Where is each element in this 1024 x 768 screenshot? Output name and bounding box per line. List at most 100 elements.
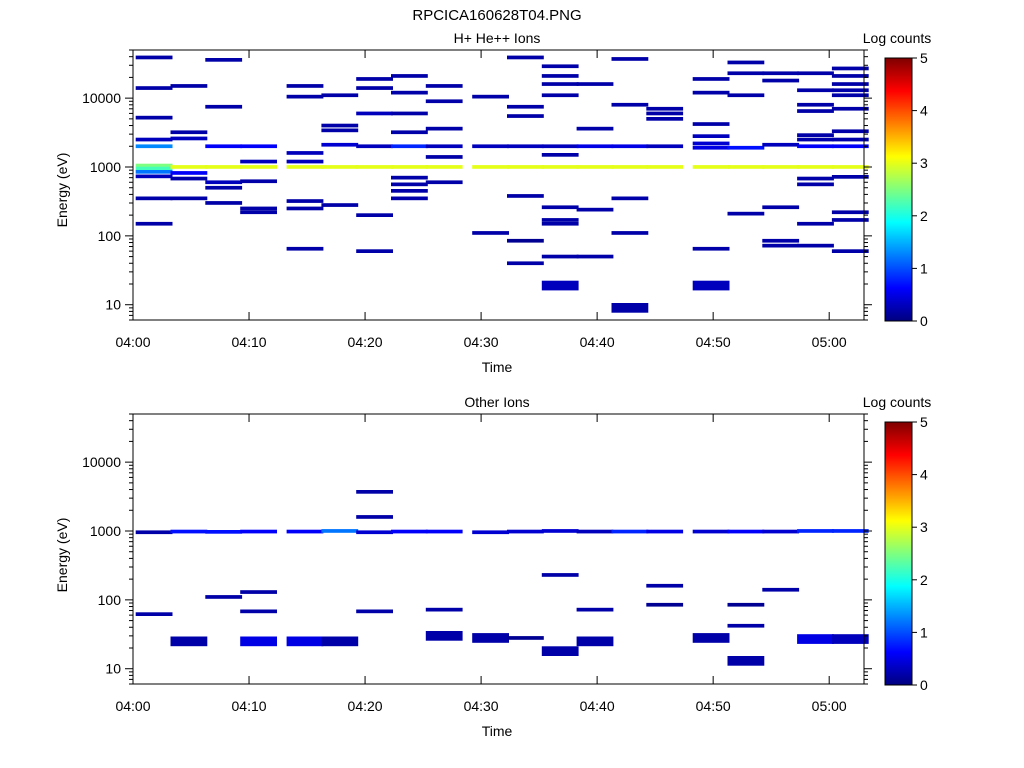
panel-title: H+ He++ Ions	[454, 30, 541, 46]
heatmap-cell	[240, 590, 277, 594]
x-ticks: 04:00 04:10 04:20 04:30 04:40 04:50 05:00	[115, 50, 847, 350]
heatmap-cell	[611, 196, 649, 201]
heatmap-cell	[797, 176, 834, 181]
colorbar-ticks: 0 1 2 3 4 5	[912, 50, 928, 329]
heatmap-cell	[576, 607, 614, 612]
heatmap-cell	[425, 144, 463, 149]
heatmap-cell	[425, 99, 463, 104]
heatmap-cell	[646, 165, 684, 169]
heatmap-cell	[541, 529, 579, 533]
heatmap-cell	[576, 254, 614, 259]
colorbar-tick-label: 1	[920, 260, 928, 276]
heatmap-cell	[472, 231, 509, 235]
heatmap-cell	[692, 77, 730, 81]
heatmap-cell	[576, 165, 614, 169]
heatmap-cell	[286, 529, 324, 534]
heatmap-cell	[797, 71, 834, 76]
x-tick-label: 04:00	[115, 698, 150, 714]
heatmap-cell	[541, 93, 579, 98]
heatmap-cell	[391, 165, 428, 169]
heatmap-cell	[576, 636, 614, 647]
heatmap-cell	[425, 529, 463, 534]
heatmap-cell	[727, 211, 765, 216]
heatmap-cell	[797, 243, 834, 248]
x-tick-label: 04:40	[580, 698, 615, 714]
heatmap-cell	[170, 136, 208, 141]
heatmap-cell	[831, 218, 869, 222]
heatmap-cell	[762, 587, 800, 592]
heatmap-cell	[391, 144, 428, 149]
heatmap-cell	[797, 133, 834, 137]
x-tick-label: 04:30	[464, 698, 499, 714]
heatmap-cell	[205, 201, 243, 205]
heatmap-cell	[831, 82, 869, 86]
heatmap-cell	[425, 155, 463, 159]
heatmap-cell	[391, 90, 428, 95]
y-axis-label: Energy (eV)	[54, 153, 70, 228]
heatmap-cell	[135, 174, 173, 179]
x-tick-label: 04:10	[232, 334, 267, 350]
heatmap-cell	[541, 573, 579, 577]
y-tick-label: 10000	[82, 454, 121, 470]
heatmap-cell	[541, 646, 579, 656]
y-tick-label: 10	[105, 661, 121, 677]
heatmap-cell	[507, 194, 544, 198]
heatmap-cell	[762, 243, 800, 248]
x-tick-label: 04:40	[580, 334, 615, 350]
x-tick-label: 04:00	[115, 334, 150, 350]
heatmap-cell	[797, 109, 834, 113]
heatmap-cell	[727, 93, 765, 98]
heatmap-cell	[831, 634, 869, 644]
heatmap-cell	[831, 66, 869, 71]
heatmap-cell	[356, 530, 393, 535]
heatmap-cell	[240, 636, 277, 647]
heatmap-cell	[797, 221, 834, 226]
heatmap-cell	[692, 280, 730, 291]
heatmap-cell	[507, 529, 544, 534]
heatmap-cell	[762, 205, 800, 210]
heatmap-cell	[611, 231, 649, 235]
heatmap-cell	[611, 529, 649, 534]
heatmap-cell	[170, 130, 208, 135]
heatmap-cell	[576, 207, 614, 212]
heatmap-cell	[391, 111, 428, 116]
heatmap-cell	[541, 153, 579, 157]
colorbar-tick-label: 5	[920, 50, 928, 66]
heatmap-cell	[541, 218, 579, 222]
colorbar-tick-label: 0	[920, 677, 928, 693]
heatmap-cell	[692, 633, 730, 643]
heatmap-cell	[391, 182, 428, 187]
heatmap-cell	[692, 90, 730, 95]
heatmap-cell	[831, 529, 869, 533]
heatmap-cell	[762, 142, 800, 147]
heatmap-cell	[541, 280, 579, 291]
heatmap-cell	[240, 165, 277, 169]
heatmap-cell	[321, 128, 359, 133]
heatmap-cell	[356, 111, 393, 116]
heatmap-cell	[240, 210, 277, 215]
x-tick-label: 04:10	[232, 698, 267, 714]
colorbar-tick-label: 4	[920, 103, 928, 119]
heatmap-cell	[240, 179, 277, 184]
heatmap-cell	[391, 189, 428, 193]
heatmap-cell	[321, 165, 359, 169]
heatmap-cell	[356, 249, 393, 253]
x-ticks: 04:00 04:10 04:20 04:30 04:40 04:50 05:00	[115, 414, 847, 714]
heatmap-cell	[286, 151, 324, 155]
heatmap-cell	[576, 126, 614, 131]
heatmap-cell	[507, 144, 544, 149]
colorbar-tick-label: 3	[920, 155, 928, 171]
heatmap-cell	[541, 165, 579, 169]
colorbar-tick-label: 2	[920, 572, 928, 588]
heatmap-cell	[797, 144, 834, 149]
heatmap-cell	[541, 254, 579, 259]
heatmap-cell	[762, 238, 800, 243]
heatmap-cell	[286, 84, 324, 88]
heatmap-cell	[541, 64, 579, 69]
heatmap-cell	[135, 55, 173, 60]
heatmap-cell	[611, 102, 649, 107]
heatmap-cell	[692, 122, 730, 126]
heatmap-cell	[240, 206, 277, 211]
heatmap-cell	[356, 86, 393, 90]
heatmap-cell	[135, 144, 173, 149]
